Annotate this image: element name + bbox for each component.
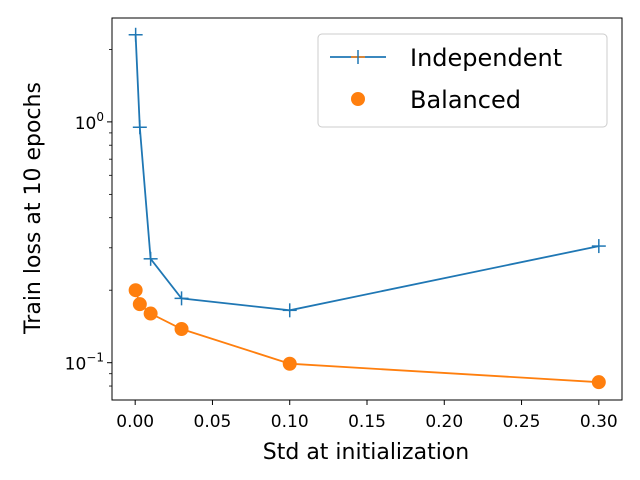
y-ticks: 10−1 100 [65,110,112,375]
data-point-independent [128,27,143,42]
series-line-balanced [134,289,599,384]
data-point-independent [174,291,189,306]
data-point-independent [132,120,147,135]
y-tick-label: 10−1 [65,351,104,375]
x-tick-label: 0.15 [348,412,386,432]
y-axis-label: Train loss at 10 epochs [21,82,46,335]
legend-label-independent: Independent [410,44,562,72]
x-tick-label: 0.00 [116,412,154,432]
data-point-balanced [132,297,147,312]
x-tick-label: 0.30 [580,412,618,432]
data-point-independent [143,251,158,266]
data-point-independent [591,239,606,254]
legend-label-balanced: Balanced [410,86,521,114]
data-point-balanced [143,306,158,321]
legend-marker [351,50,365,64]
series-line-independent [134,34,599,312]
series-layer [128,27,606,390]
data-point-balanced [591,375,606,390]
legend-marker-independent [351,50,365,64]
x-tick-label: 0.25 [503,412,541,432]
y-minor-ticks [109,48,112,387]
legend-marker-balanced [351,92,365,106]
data-point-balanced [282,356,297,371]
legend: Independent Balanced [317,33,608,128]
x-tick-label: 0.05 [194,412,232,432]
y-tick-label: 100 [75,110,104,134]
x-tick-label: 0.10 [271,412,309,432]
data-point-balanced [174,322,189,337]
legend-frame [317,33,608,128]
data-point-independent [282,303,297,318]
x-axis-label: Std at initialization [263,440,469,465]
data-point-balanced [128,283,143,298]
legend-marker [351,92,365,106]
x-ticks: 0.00 0.05 0.10 0.15 0.20 0.25 0.30 [116,400,618,432]
x-tick-label: 0.20 [425,412,463,432]
